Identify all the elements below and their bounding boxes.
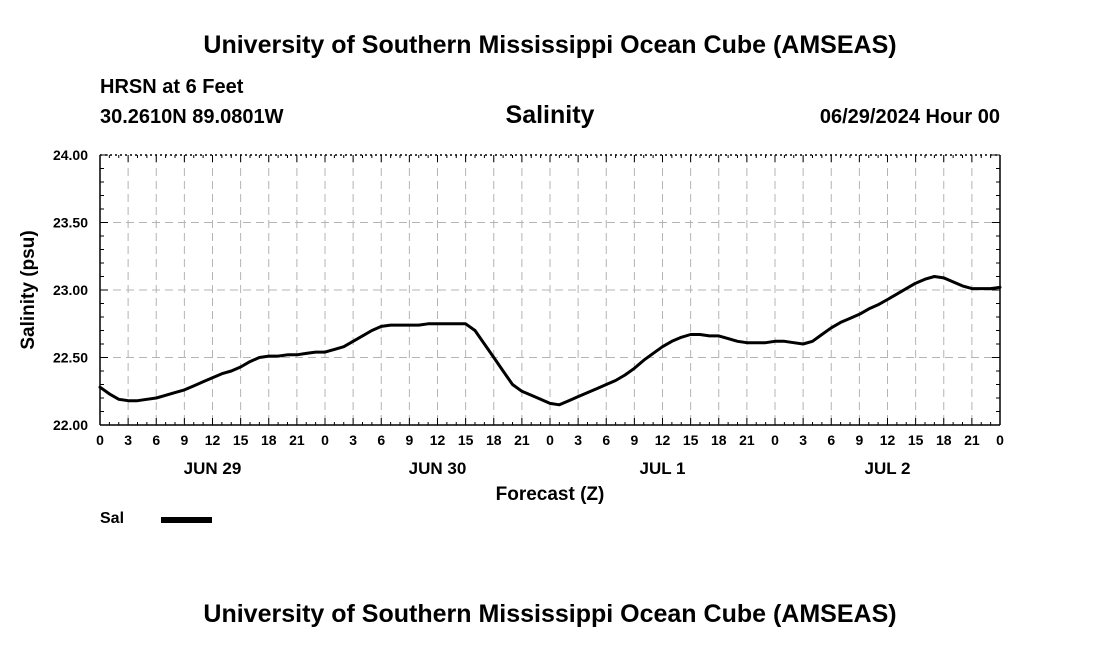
station-coordinates: 30.2610N 89.0801W	[100, 106, 284, 128]
x-tick-label: 0	[996, 432, 1004, 448]
x-tick-label: 12	[880, 432, 896, 448]
x-tick-label: 9	[855, 432, 863, 448]
tick-labels: 0 3 6 9 12 15 18 21 0 3 6 9 12 15 18 21 0 3 6 9 12 15 18 21 0 3 6 9…	[53, 147, 1004, 478]
x-tick-label: 3	[124, 432, 132, 448]
series-line-sal	[98, 275, 1002, 407]
x-tick-label: 9	[180, 432, 188, 448]
x-tick-label: 3	[799, 432, 807, 448]
x-tick-label: 18	[711, 432, 727, 448]
x-tick-label: 9	[630, 432, 638, 448]
x-tick-label: 3	[349, 432, 357, 448]
axes	[99, 154, 1001, 426]
x-tick-label: 12	[430, 432, 446, 448]
day-label: JUN 29	[184, 459, 242, 478]
x-tick-label: 0	[321, 432, 329, 448]
y-tick-label: 22.00	[53, 417, 88, 433]
y-tick-label: 24.00	[53, 147, 88, 163]
y-tick-label: 23.50	[53, 215, 88, 231]
y-tick-label: 22.50	[53, 350, 88, 366]
x-tick-label: 12	[205, 432, 221, 448]
x-tick-label: 15	[233, 432, 249, 448]
x-tick-label: 18	[486, 432, 502, 448]
x-tick-label: 6	[377, 432, 385, 448]
x-tick-label: 6	[827, 432, 835, 448]
x-tick-label: 0	[771, 432, 779, 448]
day-label: JUL 1	[640, 459, 686, 478]
day-label: JUN 30	[409, 459, 467, 478]
y-axis-label: Salinity (psu)	[18, 230, 39, 349]
series-layer	[98, 275, 1002, 407]
x-tick-label: 15	[683, 432, 699, 448]
x-tick-label: 21	[964, 432, 980, 448]
grid	[100, 155, 1000, 425]
x-tick-label: 6	[602, 432, 610, 448]
x-tick-label: 3	[574, 432, 582, 448]
legend-label: Sal	[100, 510, 125, 527]
x-tick-label: 6	[152, 432, 160, 448]
x-tick-label: 21	[514, 432, 530, 448]
footer-title: University of Southern Mississippi Ocean…	[203, 600, 897, 628]
x-tick-label: 12	[655, 432, 671, 448]
chart-title: Salinity	[505, 101, 595, 129]
x-tick-label: 15	[908, 432, 924, 448]
legend-swatch	[161, 517, 212, 523]
x-tick-label: 21	[739, 432, 755, 448]
station-name: HRSN at 6 Feet	[100, 76, 244, 98]
x-tick-label: 15	[458, 432, 474, 448]
x-axis-label: Forecast (Z)	[496, 484, 605, 505]
x-tick-label: 18	[936, 432, 952, 448]
y-tick-label: 23.00	[53, 282, 88, 298]
x-tick-label: 0	[96, 432, 104, 448]
x-tick-label: 21	[289, 432, 305, 448]
x-tick-label: 0	[546, 432, 554, 448]
page-title: University of Southern Mississippi Ocean…	[203, 31, 897, 59]
x-tick-label: 9	[405, 432, 413, 448]
forecast-run-time: 06/29/2024 Hour 00	[819, 106, 1000, 128]
x-tick-label: 18	[261, 432, 277, 448]
day-label: JUL 2	[865, 459, 911, 478]
